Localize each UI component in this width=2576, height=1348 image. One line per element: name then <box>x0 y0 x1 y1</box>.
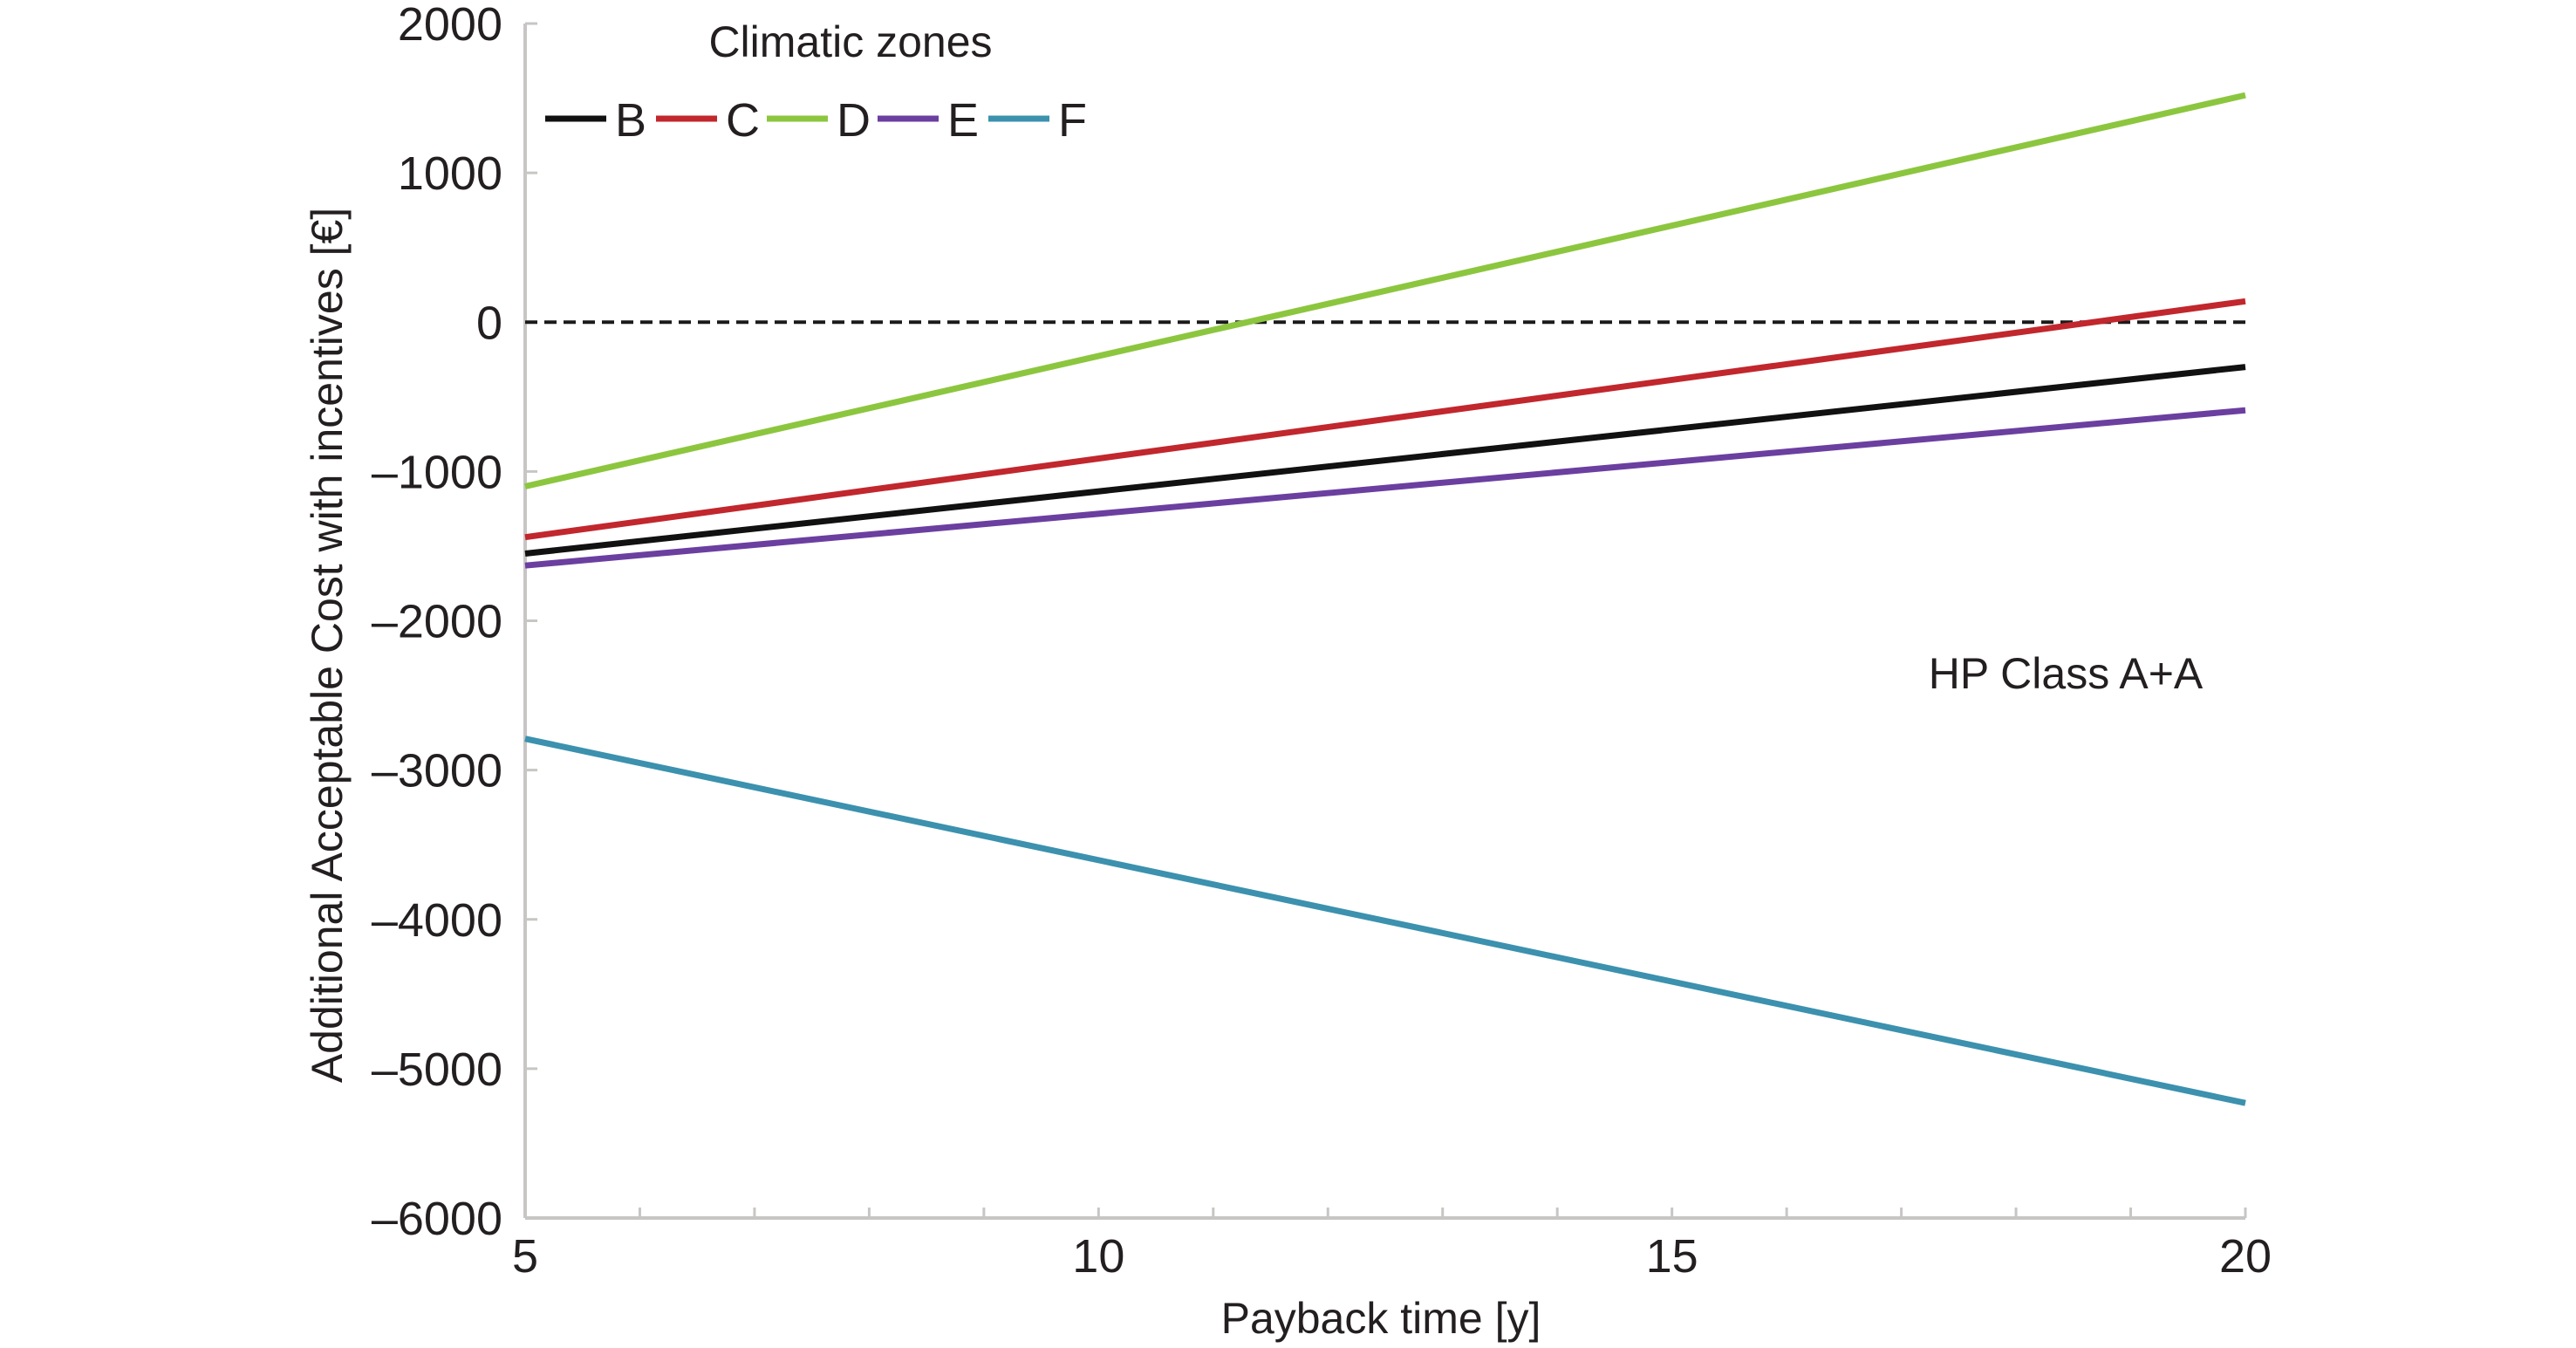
y-tick-label: –2000 <box>372 596 502 648</box>
x-axis-title: Payback time [y] <box>1221 1294 1541 1343</box>
x-tick-label: 20 <box>2219 1230 2272 1283</box>
y-tick-label: –6000 <box>372 1193 502 1245</box>
legend-label: B <box>615 94 646 147</box>
legend-item-f: F <box>988 94 1087 147</box>
x-tick-label: 10 <box>1072 1230 1124 1283</box>
y-tick-label: 0 <box>476 297 502 349</box>
legend-label: F <box>1058 94 1087 147</box>
legend-label: D <box>837 94 871 147</box>
legend-item-e: E <box>878 94 979 147</box>
y-tick-label: –1000 <box>372 446 502 498</box>
series-line-c <box>524 298 2246 541</box>
legend-label: C <box>726 94 760 147</box>
legend-item-b: B <box>545 94 646 147</box>
legend-label: E <box>947 94 979 147</box>
x-tick-label: 15 <box>1646 1230 1698 1283</box>
legend-item-c: C <box>656 94 760 147</box>
annotation-hp-class: HP Class A+A <box>1929 649 2204 698</box>
y-tick-label: –4000 <box>372 894 502 947</box>
y-axis-title: Additional Acceptable Cost with incentiv… <box>303 208 352 1083</box>
series-line-d <box>524 92 2246 489</box>
series-line-e <box>524 407 2246 569</box>
series-line-f <box>524 736 2246 1106</box>
y-tick-label: –5000 <box>372 1044 502 1096</box>
legend: Climatic zones B C D E F <box>545 17 1087 147</box>
legend-title: Climatic zones <box>708 17 992 66</box>
y-ticks: 2000 1000 0 –1000 –2000 –3000 –4000 –5000 –6000 <box>372 0 537 1245</box>
y-tick-label: 1000 <box>398 147 502 200</box>
y-tick-label: 2000 <box>398 0 502 51</box>
series-lines <box>524 92 2246 1106</box>
x-tick-label: 5 <box>512 1230 538 1283</box>
axes: 5 10 15 20 2000 1000 0 –1000 –2000 –3000 –4000 –50… <box>372 0 2272 1283</box>
series-line-b <box>524 364 2246 557</box>
x-ticks: 5 10 15 20 <box>512 1208 2272 1283</box>
y-tick-label: –3000 <box>372 745 502 797</box>
legend-item-d: D <box>767 94 871 147</box>
legend-items: B C D E F <box>545 94 1087 147</box>
